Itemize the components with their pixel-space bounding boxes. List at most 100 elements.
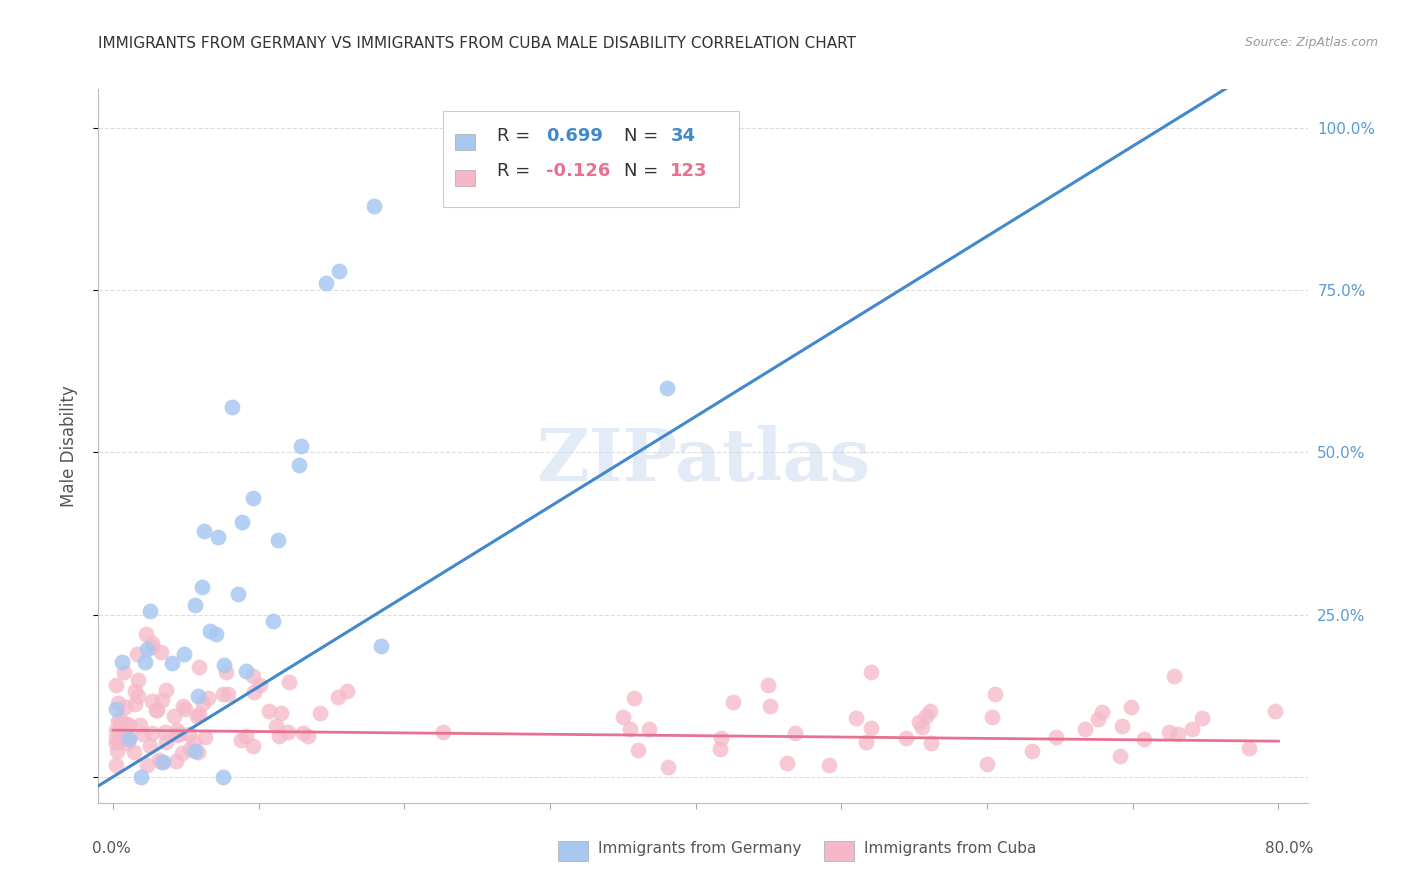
FancyBboxPatch shape (443, 111, 740, 207)
Point (104, 678, 127, 692)
Point (242, 669, 264, 683)
Point (756, 678, 779, 692)
Point (166, 723, 188, 737)
Point (217, 687, 239, 701)
Point (115, 716, 138, 731)
Point (920, 705, 942, 719)
Point (107, 714, 129, 729)
Point (193, 524, 215, 538)
Point (710, 731, 733, 746)
Text: Immigrants from Cuba: Immigrants from Cuba (863, 841, 1036, 855)
Point (136, 758, 159, 772)
Point (221, 400, 243, 414)
Point (198, 624, 221, 638)
Point (110, 712, 132, 726)
Point (105, 723, 128, 737)
Point (169, 726, 191, 740)
Point (1045, 730, 1067, 744)
Point (136, 642, 159, 657)
Point (235, 664, 257, 678)
Point (229, 733, 252, 747)
Text: 0.699: 0.699 (546, 127, 603, 145)
Point (1111, 719, 1133, 733)
Point (1091, 706, 1114, 720)
Point (859, 721, 882, 735)
Point (197, 691, 219, 706)
Point (131, 770, 153, 784)
Text: 34: 34 (671, 127, 696, 145)
Point (155, 724, 177, 739)
Point (758, 698, 780, 713)
Point (308, 706, 330, 721)
Point (104, 758, 127, 772)
FancyBboxPatch shape (824, 841, 855, 862)
Point (152, 755, 174, 769)
Point (242, 491, 264, 505)
Point (118, 731, 141, 745)
Point (709, 741, 731, 756)
Point (173, 647, 195, 661)
Point (165, 754, 187, 768)
Point (235, 729, 257, 743)
Point (207, 530, 229, 544)
Point (173, 702, 195, 716)
Point (1163, 669, 1185, 683)
Point (155, 735, 177, 749)
Point (149, 645, 172, 659)
Point (183, 735, 205, 749)
Text: N =: N = (624, 162, 665, 180)
Point (160, 656, 183, 670)
Point (105, 744, 128, 758)
Point (127, 690, 149, 704)
Point (141, 640, 163, 654)
Point (129, 718, 152, 732)
Text: ZIPatlas: ZIPatlas (536, 425, 870, 496)
Point (976, 757, 998, 772)
Point (228, 587, 250, 601)
Point (104, 731, 127, 745)
Point (655, 381, 678, 395)
Point (1074, 722, 1097, 736)
Point (638, 722, 661, 736)
Point (1021, 743, 1043, 757)
Point (111, 655, 134, 669)
Point (124, 683, 146, 698)
Point (278, 674, 301, 689)
Point (249, 678, 271, 692)
Point (118, 718, 141, 732)
Text: R =: R = (498, 162, 537, 180)
Point (145, 703, 167, 717)
Point (187, 745, 209, 759)
Point (1264, 704, 1286, 718)
FancyBboxPatch shape (456, 169, 475, 186)
Point (107, 696, 129, 710)
Point (187, 660, 209, 674)
Point (114, 700, 136, 714)
Point (125, 647, 148, 661)
Point (118, 731, 141, 746)
Point (1132, 732, 1154, 747)
Point (859, 665, 882, 680)
Point (292, 725, 315, 739)
Text: -0.126: -0.126 (546, 162, 610, 180)
Point (432, 725, 454, 739)
Point (288, 458, 311, 473)
Point (911, 720, 934, 734)
Point (139, 739, 162, 753)
Point (155, 683, 177, 698)
Point (277, 725, 299, 739)
Point (115, 737, 138, 751)
Point (612, 710, 634, 724)
Point (1191, 711, 1213, 725)
Point (132, 727, 155, 741)
FancyBboxPatch shape (558, 841, 588, 862)
Point (363, 199, 385, 213)
Point (112, 665, 135, 680)
Point (212, 770, 235, 784)
Point (267, 533, 290, 547)
Point (135, 627, 157, 641)
Point (231, 515, 253, 529)
Point (104, 702, 127, 716)
Point (845, 711, 868, 725)
Point (134, 655, 156, 669)
